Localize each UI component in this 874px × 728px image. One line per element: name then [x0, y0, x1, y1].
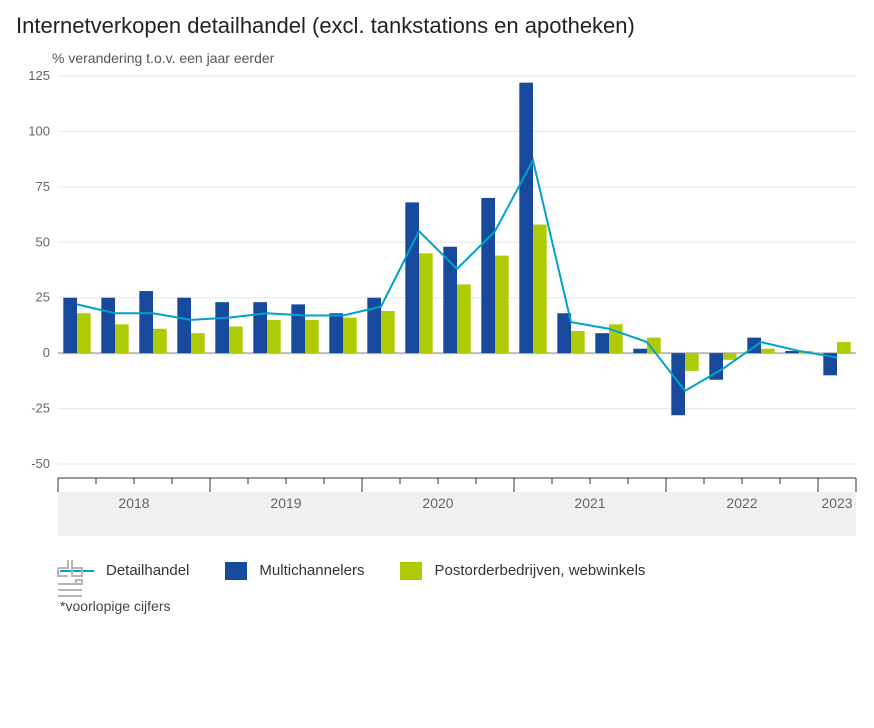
svg-text:100: 100: [28, 123, 50, 138]
chart-title: Internetverkopen detailhandel (excl. tan…: [16, 12, 736, 40]
svg-text:2022: 2022: [726, 495, 757, 511]
svg-text:25: 25: [36, 289, 50, 304]
chart-container: Internetverkopen detailhandel (excl. tan…: [0, 0, 874, 728]
svg-text:2020: 2020: [422, 495, 453, 511]
svg-text:0: 0: [43, 345, 50, 360]
chart-subtitle: % verandering t.o.v. een jaar eerder: [52, 50, 866, 66]
svg-text:2019: 2019: [270, 495, 301, 511]
svg-text:-50: -50: [31, 456, 50, 471]
svg-text:-25: -25: [31, 400, 50, 415]
svg-text:2018: 2018: [118, 495, 149, 511]
svg-text:2023: 2023: [821, 495, 852, 511]
cbs-logo-icon: [56, 558, 96, 598]
svg-text:125: 125: [28, 68, 50, 83]
svg-text:2021: 2021: [574, 495, 605, 511]
source-logo-area: [56, 558, 850, 622]
plot-area: -50-250255075100125201820192020202120222…: [52, 70, 862, 470]
chart-svg: -50-250255075100125201820192020202120222…: [52, 70, 862, 470]
svg-text:50: 50: [36, 234, 50, 249]
svg-text:75: 75: [36, 178, 50, 193]
